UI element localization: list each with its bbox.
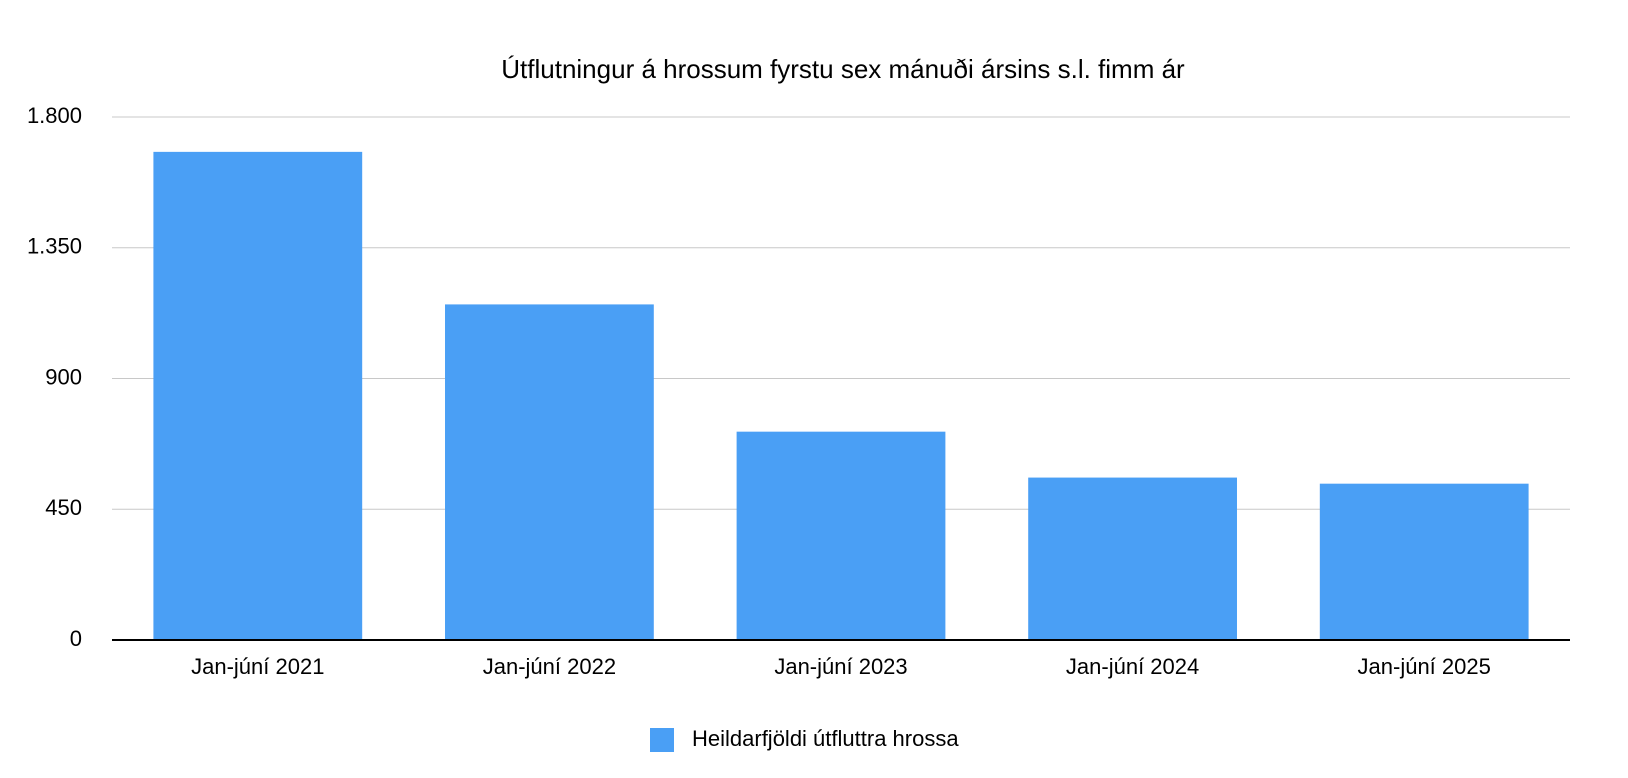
x-tick-label: Jan-júní 2023 bbox=[774, 654, 907, 679]
y-tick-label: 1.350 bbox=[27, 234, 82, 259]
x-tick-label: Jan-júní 2024 bbox=[1066, 654, 1199, 679]
y-tick-label: 0 bbox=[70, 626, 82, 651]
bar bbox=[1319, 483, 1529, 640]
bar bbox=[736, 431, 946, 640]
bar bbox=[1028, 477, 1237, 640]
chart-title: Útflutningur á hrossum fyrstu sex mánuði… bbox=[501, 54, 1185, 84]
y-tick-label: 450 bbox=[45, 495, 82, 520]
bar bbox=[445, 304, 654, 640]
x-tick-label: Jan-júní 2022 bbox=[483, 654, 616, 679]
x-tick-label: Jan-júní 2025 bbox=[1358, 654, 1491, 679]
y-tick-label: 900 bbox=[45, 364, 82, 389]
legend-swatch bbox=[650, 728, 674, 752]
y-tick-label: 1.800 bbox=[27, 103, 82, 128]
legend-label: Heildarfjöldi útfluttra hrossa bbox=[692, 726, 959, 751]
x-tick-label: Jan-júní 2021 bbox=[191, 654, 324, 679]
bar bbox=[153, 151, 363, 640]
